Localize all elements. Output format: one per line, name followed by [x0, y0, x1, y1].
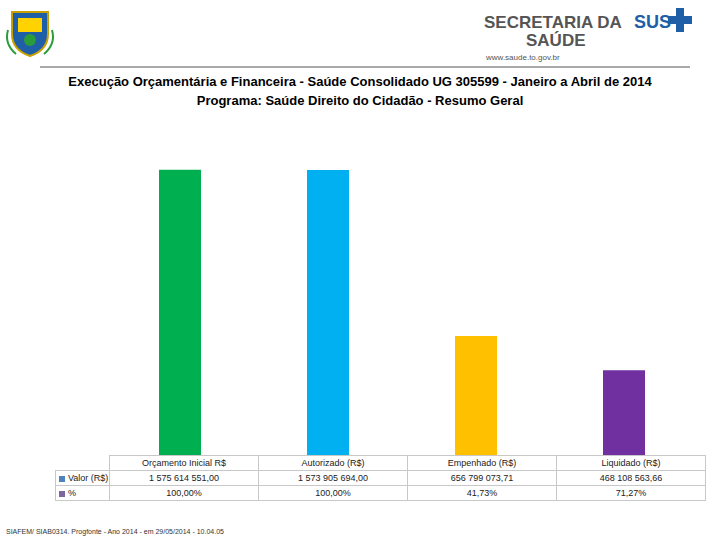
html-text:1 575 614 551,00: 1 575 614 551,00	[149, 473, 219, 483]
html-text:Orçamento Inicial R$: Orçamento Inicial R$	[142, 458, 226, 468]
html-text:100,00%: 100,00%	[166, 488, 202, 498]
html-text:Liquidado (R$): Liquidado (R$)	[601, 458, 661, 468]
svg-text:Programa: Saúde Direito do Cid: Programa: Saúde Direito do Cidadão - Res…	[197, 93, 524, 108]
svg-text:SAÚDE: SAÚDE	[526, 31, 586, 50]
html-text:41,73%: 41,73%	[466, 488, 498, 498]
svg-text:Execução Orçamentária e Financ: Execução Orçamentária e Financeira - Saú…	[68, 74, 652, 89]
html-text:71,27%: 71,27%	[615, 488, 647, 498]
html-text:SIAFEM/ SIAB0314. Progfonte -: SIAFEM/ SIAB0314. Progfonte - Ano 2014 -…	[6, 528, 224, 535]
html-text:468 108 563,66: 468 108 563,66	[599, 473, 663, 483]
svg-text:www.saude.to.gov.br: www.saude.to.gov.br	[485, 53, 560, 62]
svg-text:SUS: SUS	[634, 12, 671, 32]
html-text:Empenhado (R$): Empenhado (R$)	[447, 458, 517, 468]
html-text:100,00%: 100,00%	[315, 488, 351, 498]
html-text:656 799 073,71: 656 799 073,71	[450, 473, 514, 483]
html-text:Autorizado (R$): Autorizado (R$)	[301, 458, 365, 468]
html-text:Valor (R$): Valor (R$)	[68, 473, 109, 483]
html-text:1 573 905 694,00: 1 573 905 694,00	[298, 473, 368, 483]
svg-text:SECRETARIA DA: SECRETARIA DA	[484, 13, 622, 32]
